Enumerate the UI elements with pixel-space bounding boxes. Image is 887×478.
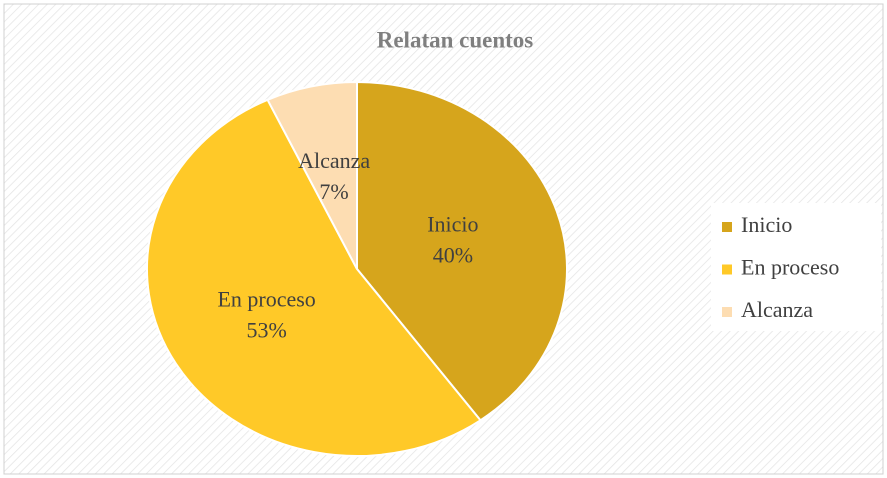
legend-box — [711, 203, 881, 331]
legend-swatch — [722, 264, 732, 275]
data-label-category: Alcanza — [298, 148, 370, 173]
data-label-category: Inicio — [427, 211, 478, 236]
chart-title: Relatan cuentos — [377, 27, 534, 52]
legend-label: En proceso — [741, 255, 839, 280]
legend-swatch — [722, 307, 732, 317]
legend-label: Alcanza — [741, 297, 813, 322]
pie-slice — [356, 80, 568, 422]
data-label-value: 40% — [433, 242, 473, 267]
pie-slice — [266, 80, 358, 270]
data-label-value: 53% — [246, 318, 286, 343]
data-label-value: 7% — [319, 179, 348, 204]
data-label-category: En proceso — [217, 287, 315, 312]
legend-swatch — [722, 222, 732, 232]
legend-label: Inicio — [741, 212, 792, 237]
pie-slice — [146, 98, 482, 457]
